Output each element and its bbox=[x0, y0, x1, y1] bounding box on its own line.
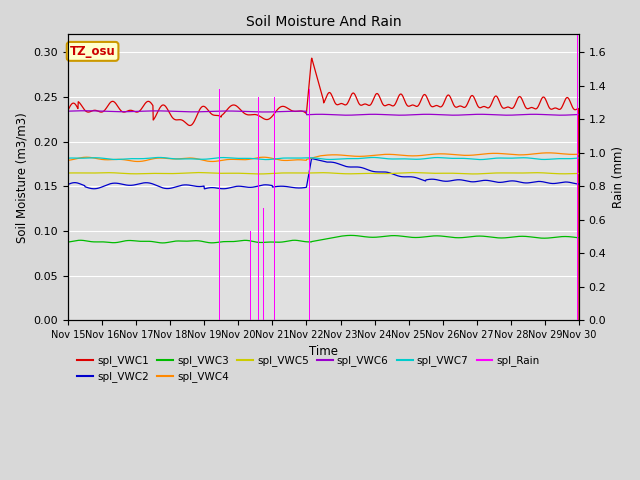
Bar bbox=[577, 36, 579, 320]
Text: TZ_osu: TZ_osu bbox=[70, 45, 115, 58]
Y-axis label: Soil Moisture (m3/m3): Soil Moisture (m3/m3) bbox=[15, 112, 28, 243]
Bar bbox=[219, 89, 220, 320]
Bar bbox=[250, 231, 251, 320]
X-axis label: Time: Time bbox=[309, 346, 338, 359]
Bar bbox=[309, 89, 310, 320]
Title: Soil Moisture And Rain: Soil Moisture And Rain bbox=[246, 15, 401, 29]
Y-axis label: Rain (mm): Rain (mm) bbox=[612, 146, 625, 208]
Legend: spl_VWC1, spl_VWC2, spl_VWC3, spl_VWC4, spl_VWC5, spl_VWC6, spl_VWC7, spl_Rain: spl_VWC1, spl_VWC2, spl_VWC3, spl_VWC4, … bbox=[73, 351, 544, 386]
Bar bbox=[273, 97, 275, 320]
